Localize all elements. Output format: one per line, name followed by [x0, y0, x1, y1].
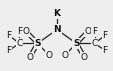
Text: S: S [72, 39, 79, 48]
Text: O: O [26, 53, 33, 62]
Text: F: F [17, 27, 22, 36]
Text: F: F [7, 46, 12, 55]
Text: O: O [80, 53, 87, 62]
Text: F: F [101, 31, 106, 40]
Text: F: F [7, 31, 12, 40]
Text: O: O [84, 27, 91, 36]
Text: O: O [45, 51, 52, 60]
Text: O: O [61, 51, 68, 60]
Text: N: N [53, 25, 60, 34]
Text: C: C [91, 39, 97, 48]
Text: O: O [22, 27, 29, 36]
Text: S: S [34, 39, 41, 48]
Text: K: K [53, 9, 60, 18]
Text: C: C [16, 39, 22, 48]
Text: F: F [101, 46, 106, 55]
Text: F: F [91, 27, 96, 36]
